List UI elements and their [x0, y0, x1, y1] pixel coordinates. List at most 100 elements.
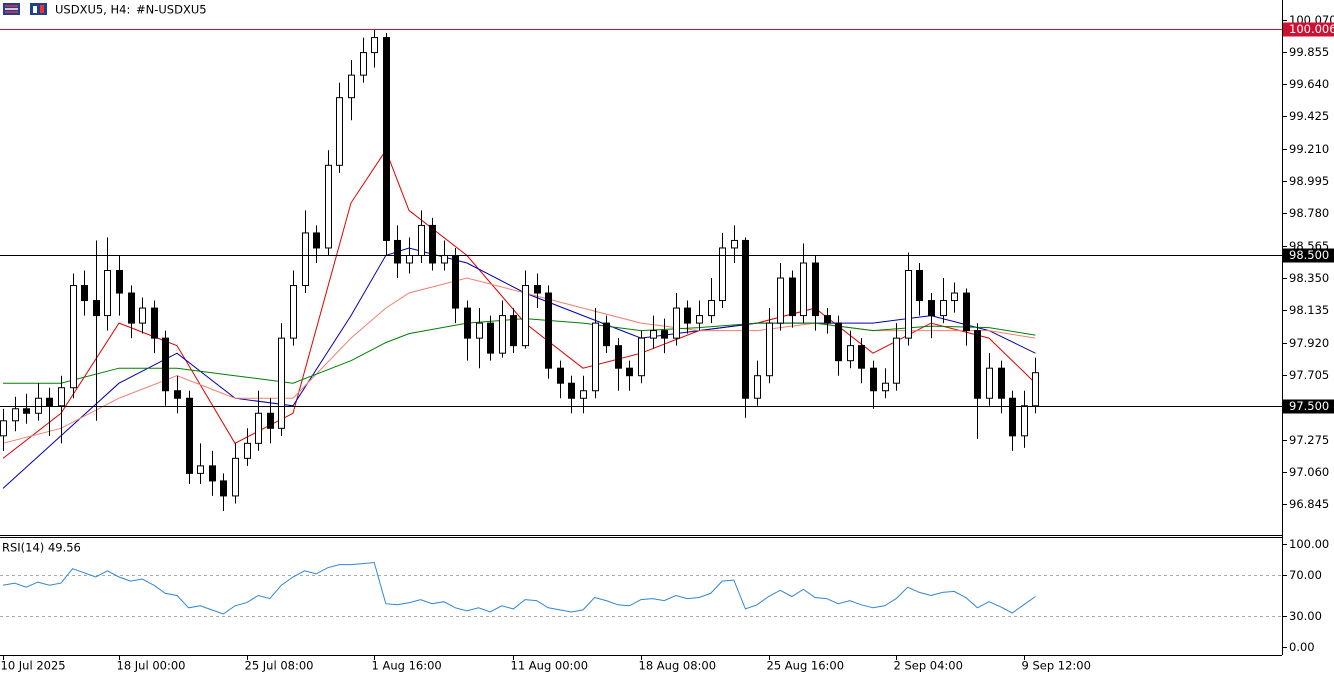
candle-body [789, 277, 796, 317]
candle-body [650, 330, 657, 339]
symbol-label: USDXU5, H4: [55, 3, 130, 17]
candle-body [777, 277, 784, 324]
y-tick-label: 97.705 [1289, 368, 1329, 382]
candle-body [429, 224, 436, 264]
y-tick-label: 99.210 [1289, 142, 1329, 156]
candle-body [162, 337, 169, 392]
candle-body [464, 307, 471, 339]
price-level-tag [1283, 22, 1334, 37]
candle-body [383, 37, 390, 241]
candle-body [742, 239, 749, 399]
candle-body [81, 285, 88, 302]
candle-body [174, 390, 181, 399]
candle-body [882, 382, 889, 392]
price-level-label: 100.006 [1289, 22, 1334, 36]
candle-body [615, 345, 622, 369]
y-tick-label: 98.135 [1289, 303, 1329, 317]
y-tick-label: 96.845 [1289, 497, 1329, 511]
candle-body [916, 270, 923, 302]
candle-body [93, 300, 100, 317]
candle-body [46, 397, 53, 407]
candle-body [893, 337, 900, 384]
y-tick-label: 70.00 [1289, 568, 1322, 582]
symbol-icon-bar [33, 6, 37, 13]
candle-body [986, 367, 993, 399]
candle-body [186, 397, 193, 474]
candle-body [58, 387, 65, 407]
candle-body [394, 239, 401, 264]
candle-body [696, 315, 703, 324]
candle-body [0, 420, 7, 437]
candle-body [870, 367, 877, 392]
candle-body [452, 254, 459, 309]
candle-body [70, 285, 77, 389]
candle-body [835, 322, 842, 362]
candle-body [974, 330, 981, 399]
candle-body [603, 322, 610, 347]
candle-body [1009, 397, 1016, 437]
candle-body [232, 457, 239, 497]
candle-body [812, 262, 819, 317]
x-tick-label: 25 Jul 08:00 [245, 659, 314, 673]
candle-body [406, 254, 413, 264]
candle-body [766, 322, 773, 377]
candle-body [348, 74, 355, 99]
candle-body [592, 322, 599, 392]
price-level-tag [1283, 399, 1334, 414]
candle-body [684, 307, 691, 324]
y-tick-label: 0.00 [1289, 640, 1315, 654]
candle-body [12, 408, 19, 422]
candle-body [928, 300, 935, 317]
candle-body [290, 285, 297, 339]
candle-body [35, 397, 42, 414]
candle-body [708, 300, 715, 317]
candle-body [754, 375, 761, 399]
x-tick-label: 25 Aug 16:00 [767, 659, 845, 673]
x-tick-label: 18 Jul 00:00 [117, 659, 186, 673]
y-tick-label: 99.640 [1289, 77, 1329, 91]
candle-body [534, 285, 541, 294]
candle-body [302, 232, 309, 287]
candle-body [998, 367, 1005, 399]
x-tick-label: 1 Aug 16:00 [372, 659, 442, 673]
candle-body [731, 239, 738, 249]
moving-average-line [2, 247, 1036, 489]
header: USDXU5, H4: #N-USDXU5 [3, 3, 207, 17]
candle-body [858, 345, 865, 369]
candle-body [278, 337, 285, 429]
candle-body [487, 322, 494, 354]
candle-body [209, 465, 216, 482]
x-tick-label: 11 Aug 00:00 [511, 659, 589, 673]
candle-body [800, 262, 807, 317]
y-tick-label: 30.00 [1289, 609, 1322, 623]
candle-body [139, 307, 146, 324]
candle-body [244, 442, 251, 459]
rsi-label: RSI(14) 49.56 [2, 541, 81, 555]
moving-average-line [3, 318, 1036, 384]
candle-body [23, 408, 30, 414]
candle-body [673, 307, 680, 339]
candle-body [255, 412, 262, 444]
candle-body [476, 322, 483, 339]
rsi-line [2, 561, 1036, 615]
candle-body [905, 270, 912, 339]
price-level-label: 98.500 [1289, 248, 1329, 262]
candle-body [847, 345, 854, 362]
candle-body [522, 285, 529, 347]
candle-body [545, 292, 552, 369]
candle-body [824, 315, 831, 324]
candle-body [128, 292, 135, 324]
candle-body [197, 465, 204, 474]
candle-body [626, 367, 633, 377]
candle-body [963, 292, 970, 332]
candle-body [325, 164, 332, 249]
candle-body [638, 337, 645, 377]
symbol-icon[interactable] [30, 3, 47, 15]
x-tick-label: 2 Sep 04:00 [894, 659, 963, 673]
candle-body [116, 270, 123, 294]
candle-body [441, 254, 448, 264]
symbol-name: #N-USDXU5 [136, 3, 207, 17]
x-tick-label: 18 Aug 08:00 [639, 659, 717, 673]
